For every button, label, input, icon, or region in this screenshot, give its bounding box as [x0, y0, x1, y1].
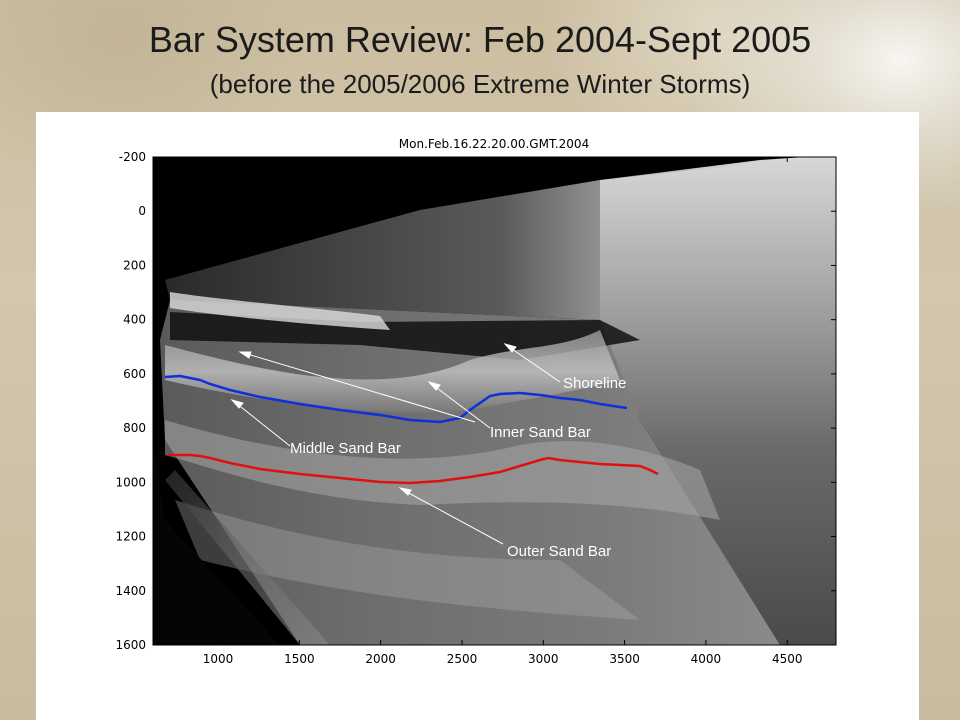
y-tick-label: 200	[123, 258, 146, 272]
y-tick-label: 600	[123, 367, 146, 381]
x-tick-label: 1000	[203, 652, 234, 666]
axes-box	[152, 156, 837, 646]
x-tick-label: 1500	[284, 652, 315, 666]
slide-title: Bar System Review: Feb 2004-Sept 2005	[148, 19, 812, 60]
middle-sand-bar-label: Middle Sand Bar	[290, 440, 401, 457]
inner-sand-bar-label: Inner Sand Bar	[490, 424, 591, 441]
plot-svg: -200 0 200 400 600 800 1000 1200 1400 1600 1000 15…	[115, 137, 837, 666]
shoreline-label: Shoreline	[563, 375, 627, 392]
video-image	[153, 157, 836, 645]
y-axis: -200 0 200 400 600 800 1000 1200 1400 1600	[115, 150, 836, 652]
y-tick-label: 1200	[115, 530, 146, 544]
x-tick-label: 4500	[772, 652, 803, 666]
plot-title: Mon.Feb.16.22.20.00.GMT.2004	[399, 137, 589, 151]
outer-bar-trace-line	[168, 453, 659, 485]
y-tick-label: 400	[123, 313, 146, 327]
x-axis: 1000 1500 2000 2500 3000 3500 4000 4500	[203, 157, 803, 666]
y-tick-label: 1000	[115, 475, 146, 489]
slide-subtitle: (before the 2005/2006 Extreme Winter Sto…	[209, 69, 751, 99]
annotation-arrows	[230, 343, 561, 545]
outer-sand-bar-label: Outer Sand Bar	[507, 543, 612, 560]
x-tick-label: 3000	[528, 652, 559, 666]
y-tick-label: 800	[123, 421, 146, 435]
x-tick-label: 2000	[365, 652, 396, 666]
y-tick-label: 1600	[115, 638, 146, 652]
x-tick-label: 2500	[447, 652, 478, 666]
inner-bar-trace-line	[164, 374, 628, 424]
y-tick-label: -200	[119, 150, 146, 164]
figure-panel: -200 0 200 400 600 800 1000 1200 1400 1600 1000 15…	[36, 112, 919, 720]
y-tick-label: 1400	[115, 584, 146, 598]
x-tick-label: 3500	[609, 652, 640, 666]
x-tick-label: 4000	[691, 652, 722, 666]
y-tick-label: 0	[138, 204, 146, 218]
